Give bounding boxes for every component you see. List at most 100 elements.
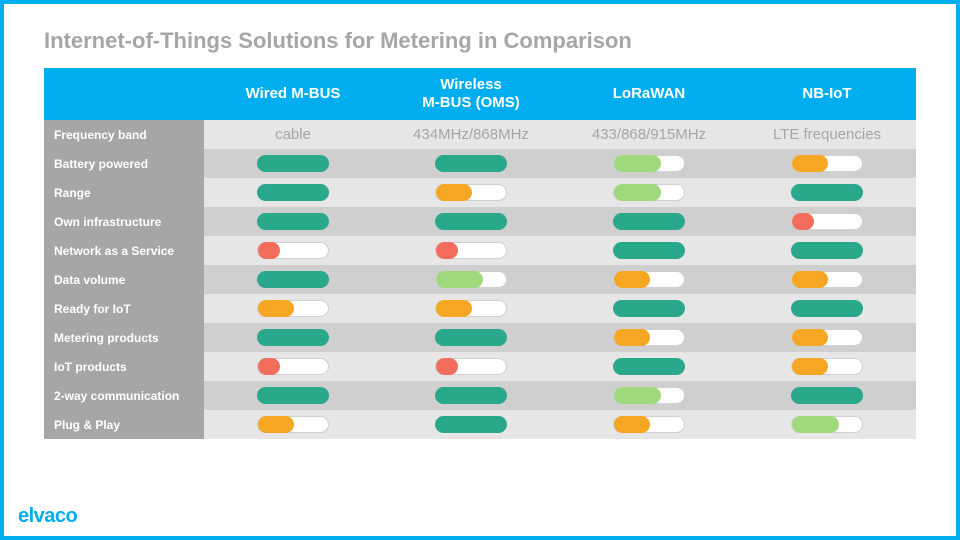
rating-cell xyxy=(382,207,560,236)
rating-cell xyxy=(382,149,560,178)
rating-pill xyxy=(257,358,329,375)
table-row: Own infrastructure xyxy=(44,207,916,236)
rating-cell xyxy=(560,149,738,178)
table-row: 2-way communication xyxy=(44,381,916,410)
rating-pill-fill xyxy=(792,329,828,346)
rating-pill xyxy=(257,271,329,288)
rating-pill xyxy=(791,358,863,375)
rating-pill xyxy=(791,300,863,317)
rating-pill xyxy=(613,416,685,433)
rating-pill xyxy=(257,184,329,201)
rating-pill-fill xyxy=(258,416,294,433)
rating-cell xyxy=(738,207,916,236)
rating-cell xyxy=(738,381,916,410)
row-label: 2-way communication xyxy=(44,381,204,410)
rating-cell xyxy=(560,410,738,439)
rating-pill xyxy=(613,213,685,230)
rating-pill xyxy=(791,329,863,346)
rating-cell xyxy=(204,178,382,207)
rating-pill xyxy=(613,271,685,288)
rating-pill xyxy=(435,213,507,230)
rating-pill xyxy=(791,387,863,404)
col-header-0: Wired M-BUS xyxy=(204,68,382,120)
header-blank xyxy=(44,68,204,120)
rating-cell xyxy=(738,265,916,294)
row-label: IoT products xyxy=(44,352,204,381)
comparison-table: Wired M-BUS WirelessM-BUS (OMS) LoRaWAN … xyxy=(44,68,916,439)
col-header-1: WirelessM-BUS (OMS) xyxy=(382,68,560,120)
rating-pill xyxy=(613,329,685,346)
rating-pill xyxy=(613,242,685,259)
rating-pill xyxy=(791,416,863,433)
freq-cell: cable xyxy=(204,120,382,149)
rating-pill xyxy=(613,300,685,317)
rating-pill xyxy=(613,184,685,201)
row-label: Data volume xyxy=(44,265,204,294)
rating-pill xyxy=(791,213,863,230)
rating-pill xyxy=(613,155,685,172)
rating-pill-fill xyxy=(258,242,280,259)
rating-pill xyxy=(257,329,329,346)
col-header-3: NB-IoT xyxy=(738,68,916,120)
rating-cell xyxy=(738,410,916,439)
rating-pill xyxy=(435,300,507,317)
rating-pill-fill xyxy=(436,358,458,375)
rating-pill-fill xyxy=(436,271,483,288)
table-row: Network as a Service xyxy=(44,236,916,265)
rating-cell xyxy=(560,207,738,236)
row-label: Range xyxy=(44,178,204,207)
rating-cell xyxy=(382,265,560,294)
rating-pill-fill xyxy=(436,242,458,259)
table-row: Range xyxy=(44,178,916,207)
rating-cell xyxy=(204,410,382,439)
freq-cell: LTE frequencies xyxy=(738,120,916,149)
rating-pill-fill xyxy=(258,358,280,375)
rating-cell xyxy=(560,323,738,352)
rating-pill xyxy=(435,184,507,201)
rating-pill xyxy=(435,358,507,375)
freq-text: 433/868/915MHz xyxy=(592,126,706,143)
rating-cell xyxy=(560,178,738,207)
rating-cell xyxy=(382,352,560,381)
row-label: Network as a Service xyxy=(44,236,204,265)
rating-pill xyxy=(435,242,507,259)
freq-text: LTE frequencies xyxy=(773,126,881,143)
rating-pill-fill xyxy=(436,184,472,201)
rating-cell xyxy=(382,323,560,352)
rating-pill xyxy=(435,155,507,172)
table-row: Data volume xyxy=(44,265,916,294)
rating-pill xyxy=(257,387,329,404)
rating-cell xyxy=(738,149,916,178)
rating-pill-fill xyxy=(614,329,650,346)
rating-cell xyxy=(204,294,382,323)
rating-cell xyxy=(204,265,382,294)
rating-pill xyxy=(791,242,863,259)
rating-pill-fill xyxy=(792,271,828,288)
rating-cell xyxy=(560,265,738,294)
rating-pill xyxy=(435,271,507,288)
rating-pill xyxy=(257,242,329,259)
rating-pill-fill xyxy=(614,271,650,288)
rating-cell xyxy=(560,352,738,381)
table-row: Frequency bandcable434MHz/868MHz433/868/… xyxy=(44,120,916,149)
slide-content: Internet-of-Things Solutions for Meterin… xyxy=(4,4,956,451)
rating-pill xyxy=(791,155,863,172)
row-label: Own infrastructure xyxy=(44,207,204,236)
freq-cell: 434MHz/868MHz xyxy=(382,120,560,149)
rating-cell xyxy=(382,294,560,323)
table-row: IoT products xyxy=(44,352,916,381)
rating-pill-fill xyxy=(258,300,294,317)
col-header-2: LoRaWAN xyxy=(560,68,738,120)
row-label: Ready for IoT xyxy=(44,294,204,323)
rating-pill-fill xyxy=(792,358,828,375)
table-row: Metering products xyxy=(44,323,916,352)
rating-cell xyxy=(204,207,382,236)
row-label: Metering products xyxy=(44,323,204,352)
freq-cell: 433/868/915MHz xyxy=(560,120,738,149)
rating-cell xyxy=(382,381,560,410)
table-row: Battery powered xyxy=(44,149,916,178)
rating-cell xyxy=(738,178,916,207)
rating-cell xyxy=(204,149,382,178)
rating-pill xyxy=(435,416,507,433)
rating-cell xyxy=(560,236,738,265)
